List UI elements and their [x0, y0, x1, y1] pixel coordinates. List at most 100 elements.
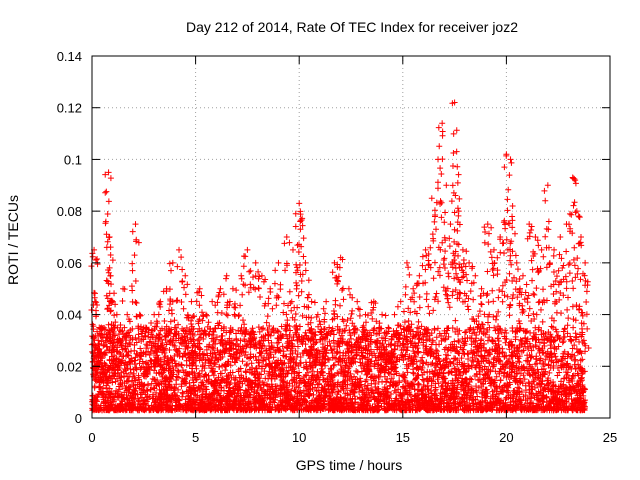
data-point [246, 366, 253, 373]
data-point [517, 336, 524, 343]
data-point [554, 372, 561, 379]
data-point [547, 342, 554, 349]
data-point [175, 368, 182, 375]
data-point [320, 387, 327, 394]
data-point [548, 358, 555, 365]
data-point [178, 362, 185, 369]
data-point [356, 388, 363, 395]
data-point [559, 405, 566, 412]
data-point [528, 366, 535, 373]
data-point [456, 368, 463, 375]
data-point [123, 370, 130, 377]
data-point [227, 379, 234, 386]
data-point [127, 366, 134, 373]
data-point [332, 355, 339, 362]
data-point [335, 370, 342, 377]
data-point [346, 354, 353, 361]
data-point [337, 362, 344, 369]
data-point [374, 330, 381, 337]
data-point [222, 367, 229, 374]
data-point [475, 384, 482, 391]
data-point [173, 337, 180, 344]
data-point [580, 389, 587, 396]
data-point [564, 330, 571, 337]
data-point [244, 361, 251, 368]
data-point [303, 363, 310, 370]
data-point [411, 393, 418, 400]
data-point [136, 360, 143, 367]
data-point [518, 389, 525, 396]
data-point [403, 361, 410, 368]
data-point [449, 377, 456, 384]
data-point [556, 369, 563, 376]
data-point [393, 389, 400, 396]
data-point [163, 398, 170, 405]
data-point [331, 361, 338, 368]
data-point [572, 336, 579, 343]
data-point [354, 369, 361, 376]
data-point [541, 385, 548, 392]
data-point [279, 343, 286, 350]
data-point [524, 336, 531, 343]
data-point [325, 370, 332, 377]
data-point [260, 325, 267, 332]
data-point [327, 343, 334, 350]
data-point [324, 375, 331, 382]
data-point [428, 361, 435, 368]
data-point [473, 401, 480, 408]
data-point [95, 392, 102, 399]
data-point [324, 342, 331, 349]
data-point [500, 382, 507, 389]
data-point [199, 388, 206, 395]
data-point [345, 369, 352, 376]
data-point [289, 382, 296, 389]
data-point [532, 324, 539, 331]
data-point [463, 328, 470, 335]
data-point [346, 376, 353, 383]
data-point [297, 353, 304, 360]
data-point [513, 371, 520, 378]
data-point [294, 351, 301, 358]
data-point [146, 352, 153, 359]
data-point [171, 385, 178, 392]
data-point [128, 355, 135, 362]
data-point [296, 380, 303, 387]
data-point [457, 401, 464, 408]
data-point [262, 375, 269, 382]
data-point [503, 330, 510, 337]
data-point [357, 375, 364, 382]
data-point [210, 329, 217, 336]
data-point [537, 389, 544, 396]
data-point [161, 326, 168, 333]
data-point [227, 362, 234, 369]
data-point [476, 400, 483, 407]
data-point [330, 337, 337, 344]
data-point [277, 371, 284, 378]
data-point [294, 343, 301, 350]
data-point [528, 347, 535, 354]
data-point [205, 372, 212, 379]
data-point [173, 381, 180, 388]
data-point [250, 389, 257, 396]
data-point [339, 336, 346, 343]
data-point [386, 370, 393, 377]
data-point [433, 354, 440, 361]
data-point [149, 391, 156, 398]
data-point [420, 342, 427, 349]
data-point [123, 392, 130, 399]
data-point [166, 346, 173, 353]
data-point [100, 342, 107, 349]
data-point [433, 341, 440, 348]
data-point [461, 329, 468, 336]
data-point [186, 383, 193, 390]
data-point [463, 380, 470, 387]
data-point [116, 356, 122, 363]
data-point [486, 334, 493, 341]
data-point [338, 332, 345, 339]
data-point [363, 400, 370, 407]
data-point [242, 368, 249, 375]
data-point [285, 367, 292, 374]
data-point [571, 342, 578, 349]
data-point [533, 360, 540, 367]
data-point [503, 352, 510, 359]
